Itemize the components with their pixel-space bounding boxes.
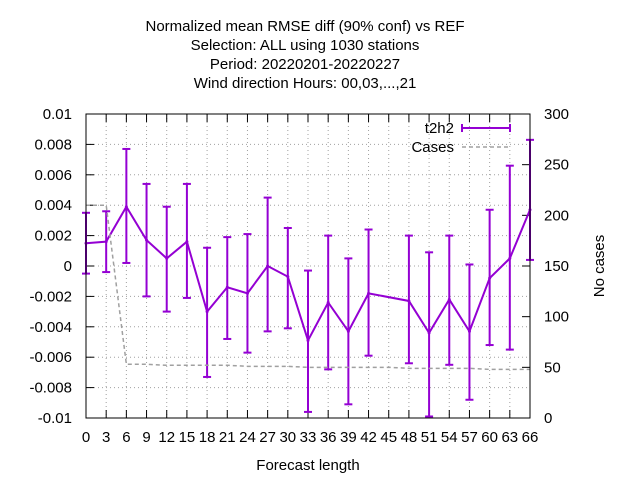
tick-label-left: -0.008 bbox=[29, 380, 72, 397]
data-point bbox=[367, 291, 371, 295]
title-line: Period: 20220201-20220227 bbox=[210, 56, 400, 73]
title-line: Normalized mean RMSE diff (90% conf) vs … bbox=[146, 18, 465, 35]
plot-area bbox=[82, 138, 534, 418]
tick-label-right: 150 bbox=[544, 258, 569, 275]
tick-label-left: 0.01 bbox=[43, 106, 72, 123]
tick-label-x: 12 bbox=[158, 429, 175, 446]
tick-label-x: 27 bbox=[259, 429, 276, 446]
tick-label-x: 18 bbox=[199, 429, 216, 446]
series-line-t2h2 bbox=[85, 204, 531, 344]
legend-label: t2h2 bbox=[425, 120, 454, 137]
tick-label-left: 0.006 bbox=[34, 167, 72, 184]
data-point bbox=[245, 291, 249, 295]
tick-label-right: 0 bbox=[544, 410, 552, 427]
tick-label-right: 100 bbox=[544, 309, 569, 326]
tick-label-left: 0.004 bbox=[34, 197, 72, 214]
tick-label-x: 51 bbox=[421, 429, 438, 446]
tick-label-x: 15 bbox=[179, 429, 196, 446]
title-line: Wind direction Hours: 00,03,...,21 bbox=[194, 75, 417, 92]
chart-title: Normalized mean RMSE diff (90% conf) vs … bbox=[146, 18, 465, 92]
data-point bbox=[508, 256, 512, 260]
data-point bbox=[225, 285, 229, 289]
data-point bbox=[104, 240, 108, 244]
tick-label-right: 300 bbox=[544, 106, 569, 123]
data-point bbox=[467, 329, 471, 333]
tick-label-x: 42 bbox=[360, 429, 377, 446]
y-axis-right-label: No cases bbox=[591, 235, 608, 298]
tick-label-left: -0.006 bbox=[29, 349, 72, 366]
y-axis-left: -0.01 -0.008 -0.006 -0.004 -0.002 0 0.002 0.004… bbox=[29, 106, 94, 427]
legend: t2h2 Cases bbox=[411, 120, 511, 156]
tick-label-right: 50 bbox=[544, 359, 561, 376]
tick-label-x: 9 bbox=[142, 429, 150, 446]
tick-label-x: 30 bbox=[279, 429, 296, 446]
data-point bbox=[427, 331, 431, 335]
tick-label-x: 6 bbox=[122, 429, 130, 446]
data-point bbox=[306, 338, 310, 342]
tick-label-left: 0.008 bbox=[34, 136, 72, 153]
tick-label-x: 24 bbox=[239, 429, 256, 446]
tick-label-x: 48 bbox=[401, 429, 418, 446]
tick-label-left: -0.01 bbox=[38, 410, 72, 427]
tick-label-x: 66 bbox=[522, 429, 539, 446]
tick-label-left: 0 bbox=[64, 258, 72, 275]
plot-frame bbox=[85, 113, 531, 419]
y-axis-right: 0 50 100 150 200 250 300 bbox=[522, 106, 569, 427]
tick-label-left: 0.002 bbox=[34, 228, 72, 245]
data-point bbox=[346, 329, 350, 333]
data-point bbox=[286, 275, 290, 279]
tick-label-x: 39 bbox=[340, 429, 357, 446]
data-point bbox=[145, 238, 149, 242]
data-point bbox=[407, 299, 411, 303]
data-point bbox=[185, 240, 189, 244]
data-point bbox=[447, 297, 451, 301]
tick-label-x: 33 bbox=[300, 429, 317, 446]
title-line: Selection: ALL using 1030 stations bbox=[191, 37, 420, 54]
tick-label-left: -0.002 bbox=[29, 288, 72, 305]
tick-label-right: 250 bbox=[544, 157, 569, 174]
tick-label-x: 45 bbox=[380, 429, 397, 446]
data-point bbox=[488, 276, 492, 280]
tick-label-x: 54 bbox=[441, 429, 458, 446]
tick-label-left: -0.004 bbox=[29, 319, 72, 336]
data-point bbox=[165, 256, 169, 260]
tick-label-x: 21 bbox=[219, 429, 236, 446]
x-axis-label: Forecast length bbox=[256, 457, 359, 474]
legend-label: Cases bbox=[411, 139, 454, 156]
data-point bbox=[326, 300, 330, 304]
tick-label-x: 63 bbox=[501, 429, 518, 446]
data-point bbox=[124, 205, 128, 209]
tick-label-x: 36 bbox=[320, 429, 337, 446]
x-axis: 0 3 6 9 12 15 18 21 24 27 30 33 36 39 42 45 48 51 54 57 60 63… bbox=[82, 114, 539, 446]
tick-label-x: 57 bbox=[461, 429, 478, 446]
tick-label-right: 200 bbox=[544, 207, 569, 224]
data-point bbox=[266, 264, 270, 268]
data-point bbox=[205, 310, 209, 314]
tick-label-x: 3 bbox=[102, 429, 110, 446]
tick-label-x: 60 bbox=[481, 429, 498, 446]
tick-label-x: 0 bbox=[82, 429, 90, 446]
